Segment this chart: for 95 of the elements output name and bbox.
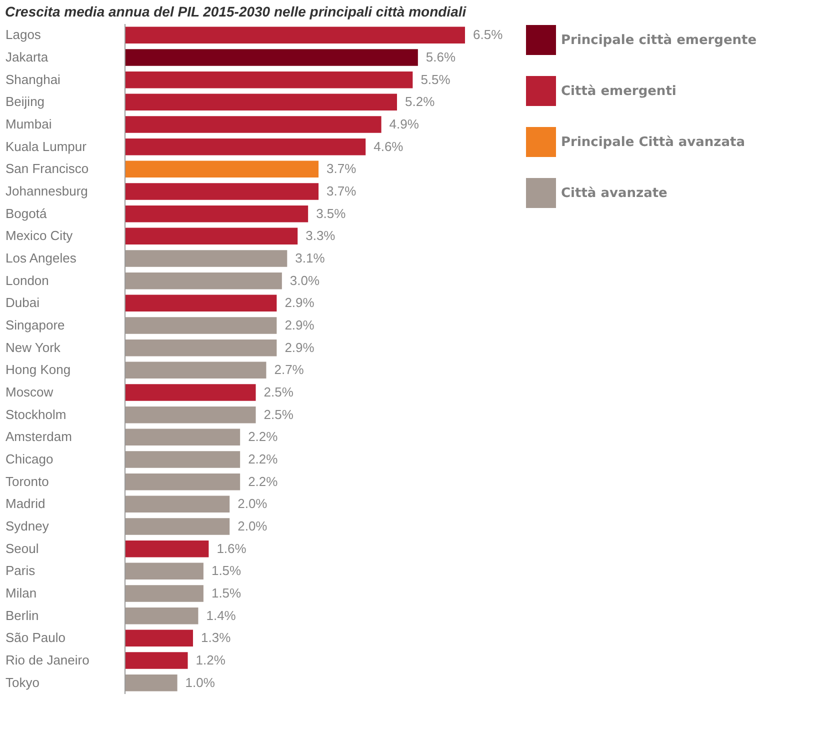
y-tick-label: Bogotá bbox=[6, 206, 48, 221]
bar bbox=[125, 652, 188, 669]
y-tick-label: Amsterdam bbox=[6, 429, 72, 444]
data-label: 4.9% bbox=[389, 116, 420, 132]
bar bbox=[125, 451, 240, 468]
bar bbox=[125, 26, 465, 44]
y-tick-label: Shanghai bbox=[6, 72, 61, 87]
data-label: 2.0% bbox=[238, 518, 268, 534]
y-tick-label: Johannesburg bbox=[6, 184, 88, 198]
y-tick-label: Milan bbox=[6, 586, 37, 600]
bar bbox=[125, 496, 230, 513]
data-label: 2.9% bbox=[284, 340, 315, 355]
y-tick-label: Singapore bbox=[6, 318, 65, 332]
y-tick-label: Lagos bbox=[6, 27, 42, 42]
bar bbox=[125, 362, 266, 379]
y-tick-label: Paris bbox=[6, 563, 36, 578]
bar bbox=[125, 473, 240, 490]
bar bbox=[125, 272, 282, 290]
y-tick-label: New York bbox=[6, 340, 61, 355]
data-label: 3.5% bbox=[316, 206, 346, 221]
bar bbox=[125, 518, 230, 535]
bar bbox=[125, 94, 397, 111]
y-tick-label: Madrid bbox=[6, 496, 46, 512]
bar bbox=[125, 294, 277, 312]
data-label: 1.2% bbox=[196, 652, 226, 668]
legend-label: Città avanzate bbox=[561, 186, 668, 201]
bar bbox=[125, 540, 209, 558]
data-label: 5.6% bbox=[426, 50, 456, 64]
y-tick-label: Seoul bbox=[6, 540, 39, 556]
data-label: 1.3% bbox=[201, 630, 232, 646]
bar bbox=[125, 160, 319, 178]
bar bbox=[125, 428, 240, 446]
y-tick-label: Dubai bbox=[6, 295, 40, 310]
bar bbox=[125, 406, 256, 424]
y-tick-label: Mexico City bbox=[6, 228, 74, 244]
y-tick-label: Berlin bbox=[6, 608, 39, 623]
data-label: 1.5% bbox=[211, 563, 242, 578]
legend-label: Città emergenti bbox=[561, 84, 676, 99]
data-label: 3.7% bbox=[326, 184, 357, 198]
data-label: 2.7% bbox=[274, 362, 304, 378]
data-label: 1.0% bbox=[185, 674, 216, 690]
y-tick-label: Rio de Janeiro bbox=[6, 652, 90, 668]
data-label: 2.5% bbox=[264, 384, 294, 400]
data-label: 2.2% bbox=[248, 429, 278, 444]
bar bbox=[125, 71, 413, 88]
data-label: 1.6% bbox=[216, 540, 247, 556]
data-label: 3.1% bbox=[295, 250, 326, 266]
y-tick-label: San Francisco bbox=[6, 161, 89, 176]
bar bbox=[125, 116, 382, 133]
bar bbox=[125, 138, 366, 156]
bar bbox=[125, 384, 256, 401]
y-tick-label: Tokyo bbox=[6, 674, 40, 690]
y-tick-label: Moscow bbox=[6, 384, 54, 400]
data-label: 6.5% bbox=[473, 27, 504, 42]
y-tick-label: London bbox=[6, 272, 49, 288]
bar bbox=[125, 228, 298, 245]
bar bbox=[125, 562, 204, 580]
bar bbox=[125, 607, 198, 624]
data-label: 3.0% bbox=[290, 272, 320, 288]
data-label: 1.4% bbox=[206, 608, 236, 623]
bar bbox=[125, 630, 193, 647]
bar bbox=[125, 250, 288, 267]
data-label: 2.5% bbox=[264, 406, 294, 422]
bar bbox=[125, 339, 277, 356]
data-label: 2.2% bbox=[248, 452, 278, 466]
legend-label: Principale Città avanzata bbox=[561, 135, 746, 150]
data-label: 2.9% bbox=[284, 295, 315, 310]
y-tick-label: Los Angeles bbox=[6, 250, 77, 266]
y-tick-label: Jakarta bbox=[6, 50, 49, 64]
y-tick-label: Sydney bbox=[6, 518, 50, 534]
y-tick-label: Kuala Lumpur bbox=[6, 138, 88, 154]
y-tick-label: Stockholm bbox=[6, 406, 66, 422]
y-tick-label: Mumbai bbox=[6, 116, 52, 132]
data-label: 2.0% bbox=[238, 496, 268, 512]
y-tick-label: Hong Kong bbox=[6, 362, 71, 378]
bar bbox=[125, 49, 418, 66]
data-label: 2.9% bbox=[284, 318, 315, 332]
bar bbox=[125, 585, 204, 602]
bar bbox=[125, 183, 319, 200]
data-label: 1.5% bbox=[211, 586, 242, 600]
data-label: 5.5% bbox=[420, 72, 451, 87]
y-tick-label: Beijing bbox=[6, 94, 45, 110]
y-tick-label: Toronto bbox=[6, 474, 49, 489]
data-label: 2.2% bbox=[248, 474, 278, 489]
bar bbox=[125, 317, 277, 334]
data-label: 4.6% bbox=[374, 138, 404, 154]
y-tick-label: São Paulo bbox=[6, 630, 66, 646]
legend-label: Principale città emergente bbox=[561, 33, 757, 48]
data-label: 3.3% bbox=[306, 228, 336, 244]
y-tick-label: Chicago bbox=[6, 452, 54, 466]
chart-title: Crescita media annua del PIL 2015-2030 nelle principali città mondiali bbox=[5, 4, 468, 20]
bar bbox=[125, 674, 178, 692]
data-label: 5.2% bbox=[405, 94, 436, 110]
data-label: 3.7% bbox=[326, 161, 357, 176]
bar bbox=[125, 205, 308, 222]
